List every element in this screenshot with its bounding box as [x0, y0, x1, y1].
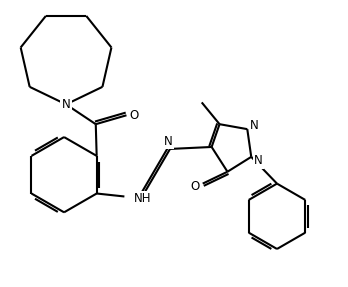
Text: N: N [250, 119, 259, 132]
Text: O: O [130, 109, 139, 122]
Text: N: N [164, 135, 172, 148]
Text: N: N [254, 154, 262, 167]
Text: N: N [62, 98, 70, 111]
Text: NH: NH [134, 192, 152, 205]
Text: O: O [190, 180, 199, 193]
